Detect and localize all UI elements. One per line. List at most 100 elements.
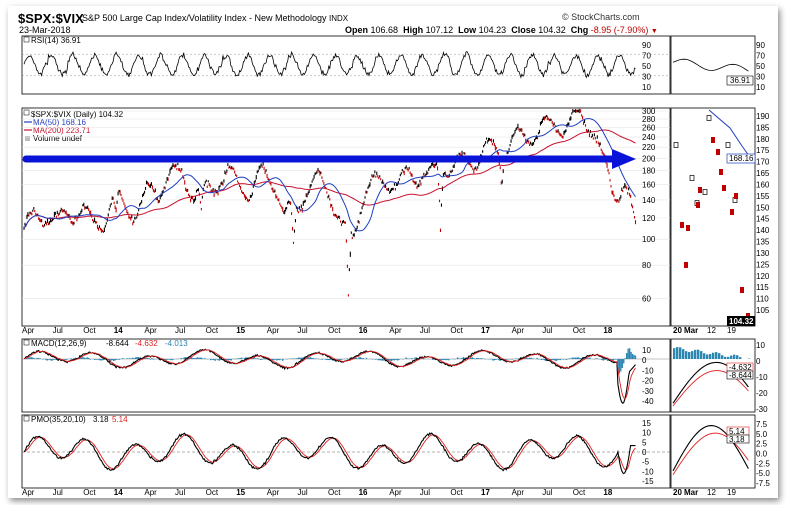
x-axis-label: Jul xyxy=(420,326,430,335)
x-axis-label: Apr xyxy=(267,488,280,497)
side-x-axis-label: 20 xyxy=(673,326,682,335)
side-macd-hist xyxy=(712,352,715,359)
rsi-side-tick-label: 30 xyxy=(756,73,765,82)
pnf-x-mark xyxy=(711,137,715,143)
x-axis-label: Oct xyxy=(206,326,219,335)
x-axis-label: Oct xyxy=(573,488,586,497)
rsi-side-tick-label: 50 xyxy=(756,62,765,71)
macd-line xyxy=(23,348,636,404)
open-value: 106.68 xyxy=(370,25,399,35)
pnf-tick-label: 110 xyxy=(756,295,769,304)
price-tick-label: 300 xyxy=(642,107,656,116)
x-axis-label: 17 xyxy=(481,488,490,497)
macd-legend-macd: -8.644 xyxy=(106,339,129,348)
pmo-legend-name: PMO(35,20,10) xyxy=(31,415,86,424)
side-macd-hist xyxy=(733,354,736,359)
price-panel xyxy=(21,107,671,327)
price-legend: $SPX:$VIX (Daily) 104.32 MA(50) 168.16 M… xyxy=(23,109,124,143)
axis-ticks: 9070503010300280260240220200180160140120… xyxy=(642,41,770,488)
price-tick-label: 120 xyxy=(642,214,656,223)
quote-summary: Open 106.68 High 107.12 Low 104.23 Close… xyxy=(345,25,658,35)
open-label: Open xyxy=(345,25,369,35)
x-axis-label: Oct xyxy=(573,326,586,335)
macd-side-tick-label: 0 xyxy=(756,357,761,366)
price-tick-label: 280 xyxy=(642,115,656,124)
low-value: 104.23 xyxy=(478,25,507,35)
side-macd-hist xyxy=(715,352,718,359)
side-macd-hist xyxy=(727,356,730,359)
side-x-axis-label: Mar xyxy=(684,326,698,335)
pmo-side-panel xyxy=(670,414,756,489)
macd-legend-signal: -4.632 xyxy=(135,339,158,348)
ma50-value-badge: 168.16 xyxy=(726,153,756,164)
pmo-line xyxy=(23,432,636,475)
x-axis-label: Apr xyxy=(512,326,525,335)
pnf-tick-label: 115 xyxy=(756,283,769,292)
x-axis-label: Jul xyxy=(53,488,63,497)
side-macd-hist xyxy=(697,349,700,359)
chg-value: -8.95 (-7.90%) xyxy=(590,25,649,35)
price-tick-label: 240 xyxy=(642,133,656,142)
macd-side-tick-label: -20 xyxy=(756,389,768,398)
ma50-line xyxy=(23,118,636,232)
macd-legend-name: MACD(12,26,9) xyxy=(31,339,87,348)
price-tick-label: 220 xyxy=(642,143,656,152)
x-axis-label: 15 xyxy=(236,488,245,497)
macd-tick-label: -40 xyxy=(642,397,654,406)
x-axis-label: 15 xyxy=(236,326,245,335)
macd-legend-hist: -4.013 xyxy=(165,339,188,348)
x-axis-label: Jul xyxy=(542,488,552,497)
pmo-side-tick-label: -7.5 xyxy=(756,479,770,488)
side-ma-line xyxy=(708,109,753,161)
stockcharts-brand[interactable]: © StockCharts.com xyxy=(562,12,640,22)
x-axis-label: 16 xyxy=(359,326,368,335)
support-arrow xyxy=(22,149,636,169)
pnf-side-panel xyxy=(670,107,756,327)
macd-tick-label: -20 xyxy=(642,377,654,386)
pnf-o-mark xyxy=(702,189,708,195)
x-axis-label: 18 xyxy=(603,488,612,497)
chart-date: 23-Mar-2018 xyxy=(19,25,71,35)
side-macd-hist xyxy=(688,351,691,359)
pnf-x-mark xyxy=(722,185,726,191)
rsi-tick-label: 70 xyxy=(642,52,651,61)
ma50-legend-text: MA(50) 168.16 xyxy=(33,118,86,127)
rsi-side-tick-label: 10 xyxy=(756,83,765,92)
high-value: 107.12 xyxy=(425,25,454,35)
pmo-legend-pmo: 3.18 xyxy=(93,415,109,424)
x-axis-label: Oct xyxy=(328,326,341,335)
x-axis-label: Jul xyxy=(542,326,552,335)
side-x-axis-label: 20 xyxy=(673,488,682,497)
pnf-tick-label: 155 xyxy=(756,192,770,201)
side-pmo-line xyxy=(672,425,749,472)
pnf-x-mark xyxy=(716,149,720,155)
side-macd-hist xyxy=(739,357,742,359)
x-axis-label: Apr xyxy=(144,326,157,335)
x-axis-label: Oct xyxy=(450,488,463,497)
pnf-tick-label: 105 xyxy=(756,306,770,315)
pnf-x-mark xyxy=(698,187,702,193)
x-axis-label: Jul xyxy=(297,326,307,335)
pnf-tick-label: 120 xyxy=(756,272,770,281)
side-macd-hist xyxy=(706,354,709,359)
x-axis-label: Apr xyxy=(389,326,402,335)
pmo-legend-signal: 5.14 xyxy=(112,415,128,424)
x-axis-label: Apr xyxy=(144,488,157,497)
macd-legend: MACD(12,26,9) -8.644 -4.632 -4.013 xyxy=(23,339,188,348)
ma200-line xyxy=(23,129,636,229)
pnf-o-mark xyxy=(673,142,679,148)
x-axis-labels: Apr Jul Oct 14 Apr Jul Oct 15 Apr Jul Oct 16 Apr Jul O… xyxy=(22,326,736,497)
macd-tick-label: -10 xyxy=(642,366,654,375)
price-tick-label: 140 xyxy=(642,196,656,205)
macd-series xyxy=(22,348,670,404)
side-x-axis-label: 19 xyxy=(727,488,736,497)
x-axis-label: Jul xyxy=(53,326,63,335)
svg-text:104.32: 104.32 xyxy=(729,317,754,326)
rsi-tick-label: 10 xyxy=(642,83,651,92)
price-tick-label: 260 xyxy=(642,124,656,133)
pnf-tick-label: 135 xyxy=(756,238,770,247)
rsi-legend: RSI(14) 36.91 xyxy=(23,36,81,45)
side-pmo-signal xyxy=(672,432,749,475)
side-x-axis-label: 19 xyxy=(727,326,736,335)
x-axis-label: Oct xyxy=(328,488,341,497)
